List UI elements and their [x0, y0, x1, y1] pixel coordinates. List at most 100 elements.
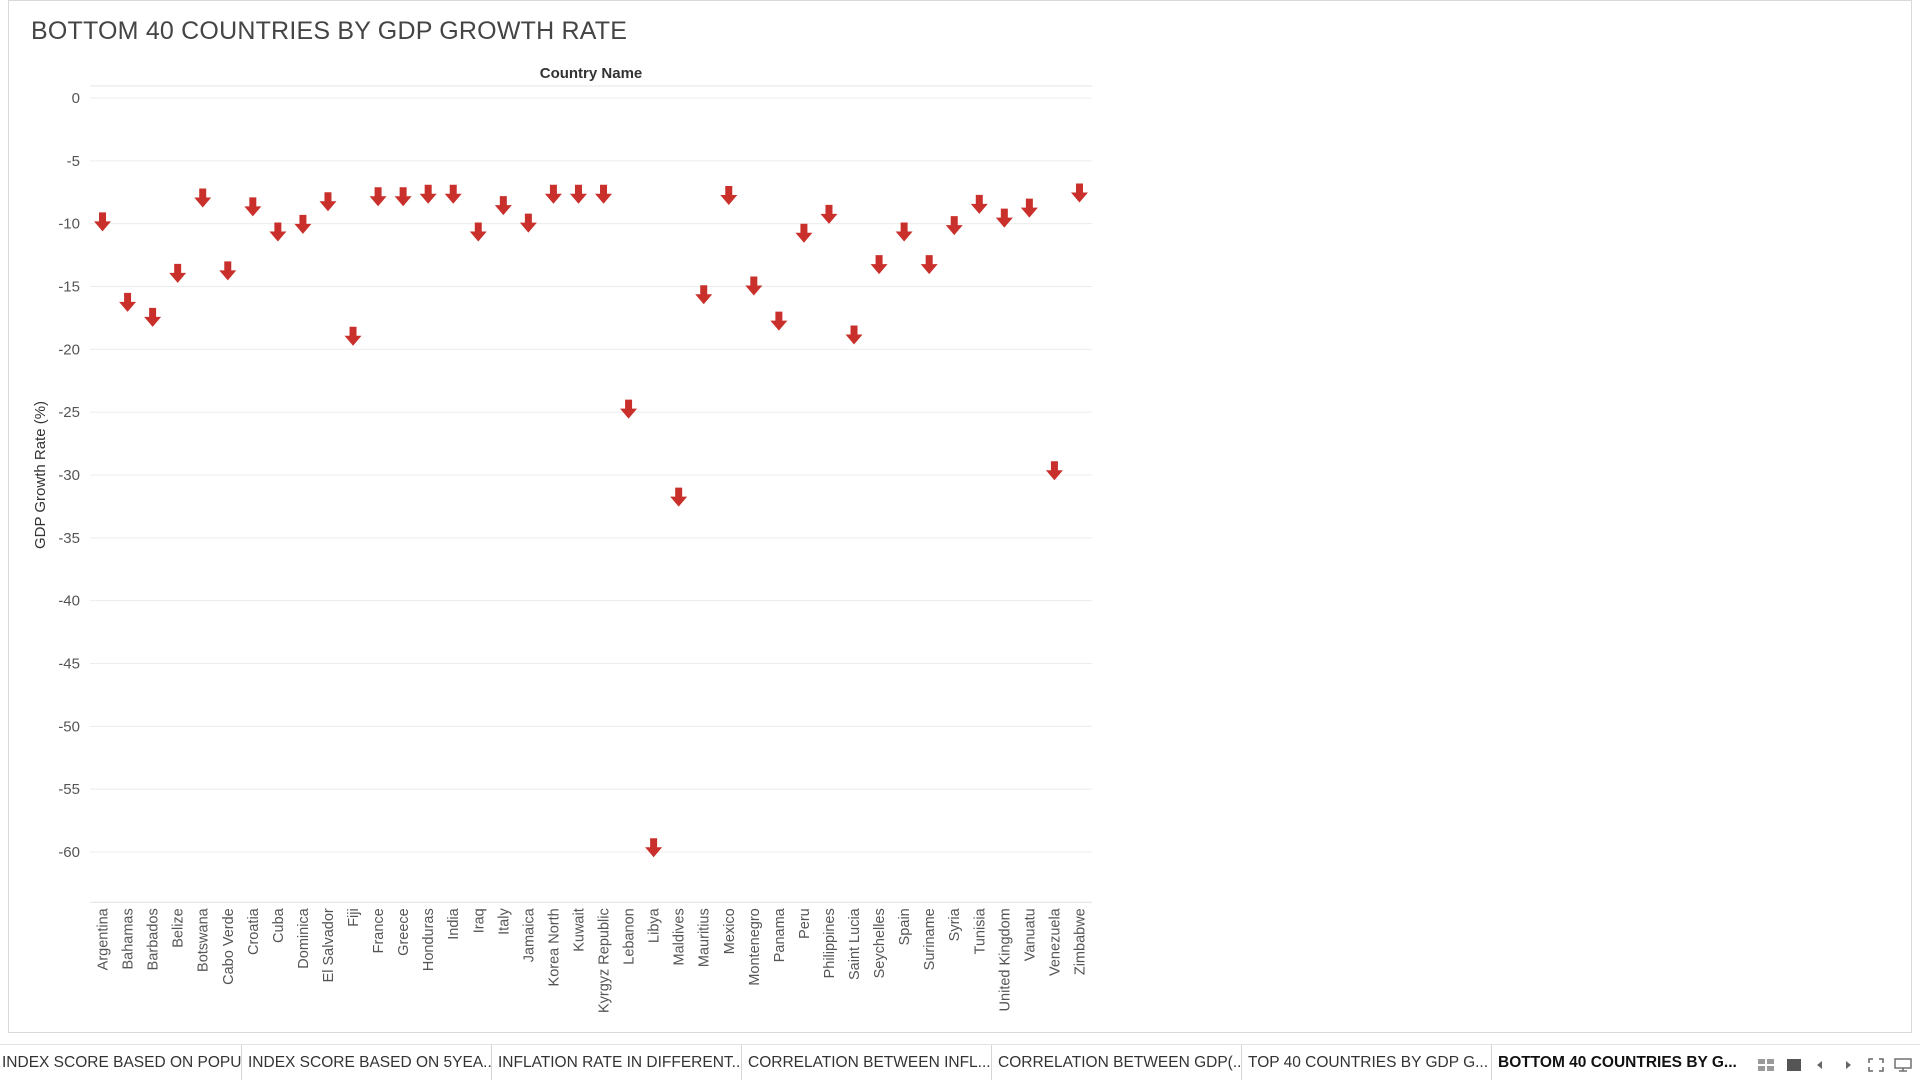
y-tick-label: -40	[58, 593, 80, 610]
data-point-arrow	[845, 325, 863, 345]
y-tick-label: -20	[58, 341, 80, 358]
x-category-label: Venezuela	[1047, 907, 1063, 976]
x-category-label: Mexico	[722, 908, 738, 954]
y-tick-label: -60	[58, 844, 80, 861]
data-point-arrow	[219, 261, 237, 281]
x-category-label: Belize	[171, 908, 187, 948]
data-point-arrow	[695, 285, 713, 305]
next-sheet-icon[interactable]	[1842, 1058, 1854, 1072]
x-category-label: Croatia	[246, 907, 262, 955]
data-point-arrow	[620, 399, 638, 419]
column-header-label: Country Name	[540, 65, 643, 82]
x-category-label: Mauritius	[697, 908, 713, 967]
x-category-label: France	[371, 908, 387, 953]
x-category-label: Vanuatu	[1022, 908, 1038, 961]
x-category-label: Peru	[797, 908, 813, 939]
data-point-arrow	[1045, 461, 1063, 481]
x-category-label: Argentina	[96, 907, 112, 970]
data-point-arrow	[544, 184, 562, 204]
x-category-label: Bahamas	[121, 908, 137, 969]
tab-inflation-rate[interactable]: INFLATION RATE IN DIFFERENT...	[492, 1045, 742, 1080]
y-tick-label: -25	[58, 404, 80, 421]
x-category-label: El Salvador	[321, 908, 337, 982]
y-tick-label: -35	[58, 530, 80, 547]
data-point-arrow	[319, 192, 337, 212]
data-point-arrow	[920, 255, 938, 275]
x-category-label: Italy	[496, 908, 512, 935]
data-point-arrow	[1070, 183, 1088, 203]
data-point-arrow	[369, 187, 387, 207]
data-point-arrow	[394, 187, 412, 207]
presentation-mode-icon[interactable]	[1894, 1058, 1912, 1072]
x-category-label: Spain	[897, 908, 913, 945]
data-point-arrow	[770, 311, 788, 331]
data-point-arrow	[820, 204, 838, 224]
x-category-label: Cuba	[271, 907, 287, 943]
data-point-arrow	[344, 326, 362, 346]
x-category-label: Panama	[772, 907, 788, 962]
data-point-arrow	[945, 216, 963, 236]
y-tick-label: -5	[67, 153, 80, 170]
data-point-arrow	[670, 487, 688, 507]
scatter-chart: Country Name 0 -5 -10 -15 -20 -25 -30 -35 -40 -45 -…	[32, 65, 1092, 1013]
tab-correlation-gdp[interactable]: CORRELATION BETWEEN GDP(...	[992, 1045, 1242, 1080]
data-point-arrow	[419, 184, 437, 204]
data-point-arrow	[119, 292, 137, 312]
tab-correlation-inflation[interactable]: CORRELATION BETWEEN INFL...	[742, 1045, 992, 1080]
y-tick-label: -55	[58, 781, 80, 798]
data-point-arrow	[94, 212, 112, 232]
data-point-arrow	[720, 186, 738, 206]
tab-index-score-population[interactable]: INDEX SCORE BASED ON POPU...	[0, 1045, 242, 1080]
y-axis-title: GDP Growth Rate (%)	[32, 401, 49, 549]
filmstrip-icon[interactable]	[1786, 1058, 1802, 1072]
x-category-label: Lebanon	[622, 908, 638, 964]
worksheet-area: BOTTOM 40 COUNTRIES BY GDP GROWTH RATE	[8, 0, 1912, 1033]
x-category-label: India	[446, 907, 462, 939]
data-point-arrow	[294, 214, 312, 234]
y-tick-label: -15	[58, 279, 80, 296]
x-category-label: Greece	[396, 908, 412, 956]
x-category-label: Cabo Verde	[221, 908, 237, 985]
data-point-arrow	[645, 838, 663, 858]
fullscreen-icon[interactable]	[1868, 1058, 1884, 1072]
previous-sheet-icon[interactable]	[1814, 1058, 1826, 1072]
data-point-arrow	[970, 194, 988, 214]
x-category-label: Suriname	[922, 908, 938, 970]
tab-bottom-40-countries[interactable]: BOTTOM 40 COUNTRIES BY G...	[1492, 1045, 1742, 1080]
y-tick-label: -50	[58, 718, 80, 735]
x-category-label: Saint Lucia	[847, 907, 863, 980]
x-category-label: Zimbabwe	[1072, 908, 1088, 975]
y-tick-label: 0	[72, 90, 80, 107]
data-point-arrow	[595, 184, 613, 204]
chart-title: BOTTOM 40 COUNTRIES BY GDP GROWTH RATE	[31, 17, 628, 45]
data-point-arrow	[269, 222, 287, 242]
tab-index-score-5year[interactable]: INDEX SCORE BASED ON 5YEA...	[242, 1045, 492, 1080]
data-point-arrow	[569, 184, 587, 204]
data-point-arrow	[995, 208, 1013, 228]
data-point-arrow	[895, 222, 913, 242]
x-category-label: Montenegro	[747, 908, 763, 985]
y-tick-label: -30	[58, 467, 80, 484]
y-tick-label: -10	[58, 216, 80, 233]
data-point-arrow	[519, 213, 537, 233]
x-category-label: Tunisia	[972, 907, 988, 954]
tab-top-40-countries[interactable]: TOP 40 COUNTRIES BY GDP G...	[1242, 1045, 1492, 1080]
x-category-label: Philippines	[822, 908, 838, 978]
x-category-label: Dominica	[296, 907, 312, 968]
sheet-sorter-icon[interactable]	[1758, 1058, 1774, 1072]
data-point-arrow	[469, 222, 487, 242]
x-category-label: Iraq	[471, 908, 487, 933]
x-category-label: Barbados	[146, 908, 162, 970]
x-category-label: Seychelles	[872, 908, 888, 978]
x-category-label: United Kingdom	[997, 908, 1013, 1011]
x-category-label: Kyrgyz Republic	[597, 908, 613, 1013]
x-category-label: Kuwait	[571, 908, 587, 952]
data-point-arrow	[169, 263, 187, 283]
data-point-arrow	[194, 188, 212, 208]
data-point-arrow	[144, 307, 162, 327]
data-point-arrow	[870, 255, 888, 275]
x-category-label: Libya	[647, 907, 663, 943]
data-point-arrow	[745, 276, 763, 296]
x-category-label: Honduras	[421, 908, 437, 971]
y-tick-label: -45	[58, 656, 80, 673]
